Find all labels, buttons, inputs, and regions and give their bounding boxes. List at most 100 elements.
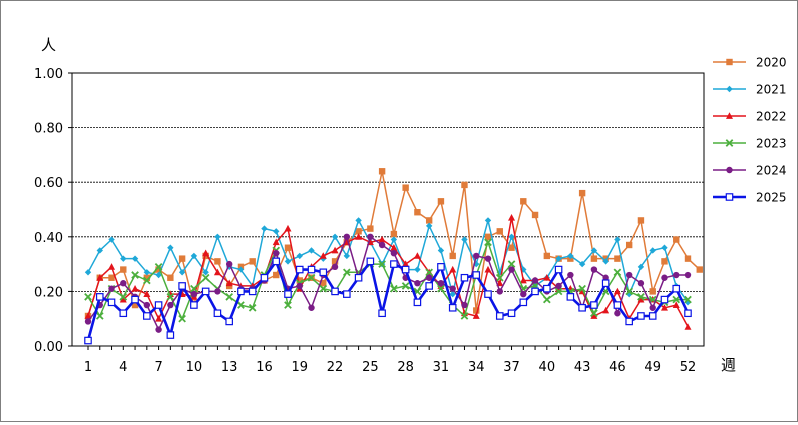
- data-point: [119, 293, 128, 301]
- data-point: [201, 273, 210, 282]
- data-point: [472, 312, 480, 319]
- data-point: [461, 301, 468, 309]
- x-marker-stroke: [131, 271, 139, 279]
- data-point: [543, 274, 551, 281]
- plot-area-border: [71, 72, 705, 347]
- data-point: [96, 274, 104, 281]
- data-point: [296, 282, 303, 290]
- data-point: [308, 304, 315, 311]
- data-point: [661, 244, 668, 251]
- x-marker-stroke: [342, 268, 351, 277]
- data-point: [378, 235, 386, 243]
- data-point: [672, 284, 681, 293]
- legend-item-2023: 2023: [713, 137, 787, 151]
- x-marker-stroke: [307, 273, 316, 282]
- legend-label: 2025: [756, 191, 787, 205]
- data-point: [425, 217, 433, 224]
- grid-lines: [72, 127, 704, 292]
- data-point: [437, 198, 445, 205]
- data-point: [684, 309, 692, 318]
- data-point: [167, 244, 174, 251]
- data-point: [131, 295, 139, 304]
- data-point: [237, 287, 245, 296]
- data-point: [614, 255, 621, 262]
- data-point: [508, 244, 515, 251]
- data-point: [366, 257, 375, 266]
- data-point: [472, 271, 481, 279]
- data-point: [578, 303, 586, 312]
- x-tick-label: 1: [84, 360, 92, 375]
- x-marker-stroke: [578, 284, 586, 293]
- data-point: [613, 268, 622, 277]
- data-point: [308, 247, 315, 254]
- data-point: [413, 252, 421, 259]
- x-marker-stroke: [119, 293, 128, 301]
- axes: [68, 72, 705, 350]
- x-marker-stroke: [319, 284, 328, 293]
- data-point: [449, 285, 456, 292]
- legend: 2020 2021 2022 2023 2024 2025: [713, 56, 787, 205]
- data-point: [202, 249, 210, 257]
- x-marker-stroke: [401, 282, 410, 290]
- data-point: [566, 293, 575, 301]
- x-marker-stroke: [248, 303, 257, 312]
- data-point: [248, 303, 257, 312]
- x-tick-label: 37: [503, 360, 520, 375]
- data-point: [519, 298, 528, 307]
- data-point: [190, 301, 198, 309]
- data-point: [284, 258, 292, 265]
- data-point: [296, 277, 303, 284]
- series-2021: [84, 217, 692, 306]
- legend-item-2021: 2021: [713, 83, 787, 97]
- data-point: [614, 310, 621, 317]
- legend-item-2020: 2020: [713, 56, 787, 70]
- data-point: [613, 301, 622, 309]
- data-point: [143, 290, 151, 298]
- x-marker-stroke: [201, 273, 210, 282]
- data-point: [190, 252, 198, 260]
- x-marker-stroke: [507, 260, 516, 268]
- x-tick-label: 49: [644, 360, 661, 375]
- x-marker-stroke: [684, 295, 692, 304]
- x-tick-label: 46: [609, 360, 626, 375]
- data-point: [660, 295, 669, 304]
- series-line-2021: [87, 219, 689, 303]
- data-point: [390, 244, 398, 251]
- data-point: [508, 266, 515, 273]
- data-point: [402, 260, 410, 267]
- data-point: [143, 312, 151, 320]
- data-point: [155, 326, 162, 333]
- y-tick-label: 0.80: [34, 122, 63, 137]
- data-point: [248, 287, 257, 296]
- data-point: [84, 312, 92, 319]
- data-point: [637, 263, 645, 271]
- y-tick-label: 0.20: [34, 285, 63, 300]
- data-point: [437, 263, 445, 271]
- data-point: [120, 266, 127, 273]
- data-point: [84, 318, 92, 325]
- data-point: [131, 301, 139, 309]
- x-tick-label: 16: [256, 360, 273, 375]
- data-point: [213, 268, 221, 276]
- data-point: [425, 222, 433, 230]
- data-point: [272, 238, 280, 246]
- y-tick-label: 1.00: [34, 67, 63, 82]
- data-point: [260, 273, 269, 282]
- data-point: [637, 312, 645, 320]
- data-point: [284, 301, 292, 309]
- data-point: [507, 309, 516, 318]
- data-point: [284, 244, 292, 251]
- data-point: [660, 304, 668, 311]
- x-marker-stroke: [225, 293, 234, 301]
- y-tick-label: 0.60: [34, 176, 63, 191]
- data-point: [319, 284, 328, 293]
- y-tick-label: 0.40: [34, 231, 63, 246]
- data-point: [531, 277, 539, 284]
- data-point: [119, 295, 127, 303]
- x-marker-stroke: [84, 293, 92, 301]
- data-point: [214, 288, 221, 295]
- data-point: [520, 198, 527, 205]
- data-point: [331, 246, 339, 254]
- data-point: [684, 295, 692, 304]
